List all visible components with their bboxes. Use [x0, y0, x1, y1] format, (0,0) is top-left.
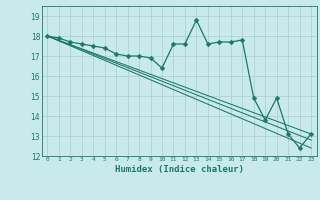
X-axis label: Humidex (Indice chaleur): Humidex (Indice chaleur)	[115, 165, 244, 174]
